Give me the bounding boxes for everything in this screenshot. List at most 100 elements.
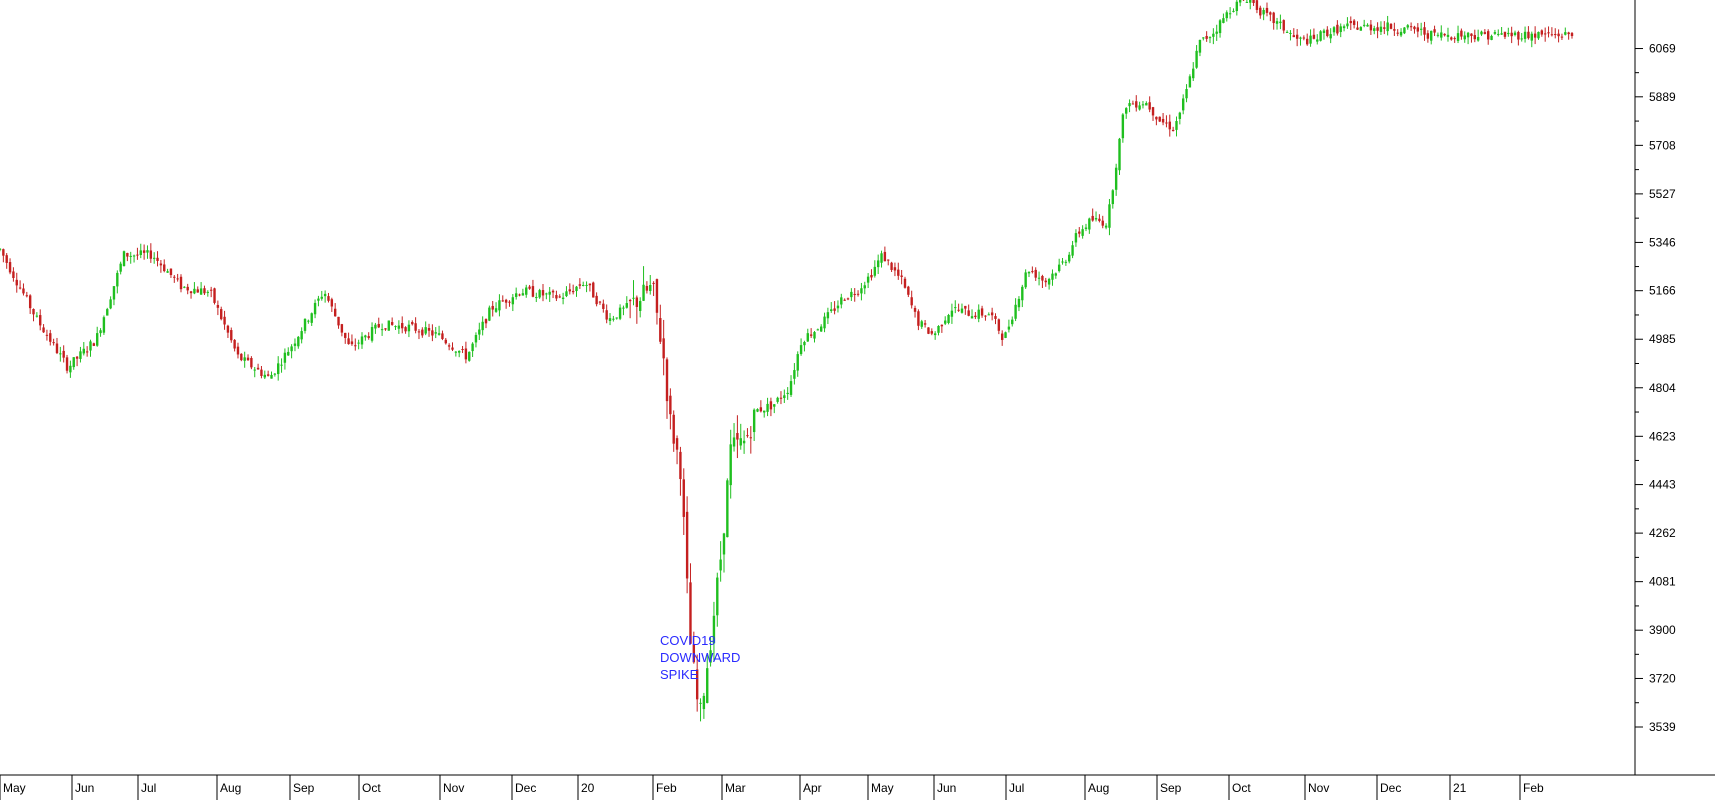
candle-body: [1547, 32, 1550, 34]
candle-body: [665, 359, 669, 402]
candle: [1463, 31, 1466, 43]
candle-body: [880, 253, 883, 263]
candle-body: [364, 335, 367, 338]
candle-body: [541, 290, 545, 296]
candle: [344, 332, 347, 344]
candle: [672, 410, 675, 452]
candle: [424, 321, 427, 336]
candle-body: [1416, 27, 1420, 32]
candle: [514, 287, 518, 300]
candle-body: [799, 345, 803, 355]
candle-body: [1369, 24, 1373, 31]
candle-body: [1476, 37, 1480, 41]
candle: [900, 269, 903, 285]
candle: [1114, 163, 1118, 196]
candle: [367, 332, 370, 340]
candle: [5, 253, 8, 269]
candle-body: [1456, 33, 1460, 41]
candle: [1453, 36, 1456, 43]
x-tick-label: Sep: [293, 781, 315, 795]
candle: [1379, 21, 1383, 36]
candle: [126, 252, 129, 262]
candle-body: [146, 250, 149, 253]
candle: [1540, 29, 1544, 37]
candle: [702, 692, 706, 719]
candle: [1446, 27, 1450, 42]
candle: [25, 291, 29, 298]
candle-body: [944, 320, 947, 324]
candle: [1436, 32, 1440, 38]
candle-body: [1071, 245, 1074, 256]
candle-body: [682, 479, 685, 517]
candle-body: [1503, 31, 1507, 37]
y-tick-label: 4985: [1649, 332, 1676, 346]
candle: [571, 284, 575, 295]
candle-body: [1004, 332, 1007, 338]
candle-body: [75, 356, 79, 359]
candle: [967, 304, 970, 317]
candle-body: [149, 250, 153, 259]
candle-body: [947, 315, 950, 324]
candle: [1014, 298, 1017, 322]
candle-body: [1373, 28, 1376, 31]
candle-body: [1084, 227, 1088, 229]
candle-body: [1259, 7, 1262, 16]
candle: [1570, 32, 1574, 39]
candle: [1004, 331, 1007, 339]
candle-body: [109, 299, 112, 309]
candle-body: [1128, 103, 1131, 107]
candle: [933, 331, 937, 340]
candle: [377, 317, 380, 329]
candle: [240, 353, 243, 362]
x-tick-label: Dec: [515, 781, 536, 795]
candle-body: [1141, 104, 1145, 106]
candle-body: [417, 331, 421, 333]
candle-body: [1047, 278, 1051, 285]
candle-body: [327, 296, 330, 301]
candle-body: [250, 358, 253, 368]
candle-body: [585, 284, 588, 286]
candle-body: [508, 301, 511, 303]
candle-body: [638, 301, 642, 311]
candle: [592, 281, 595, 298]
x-tick-label: 20: [581, 781, 595, 795]
candle: [860, 282, 863, 301]
candle-body: [1393, 29, 1396, 31]
candle: [1319, 30, 1322, 42]
candle: [1228, 7, 1232, 19]
candle-body: [742, 440, 746, 444]
candle-body: [699, 702, 702, 704]
candle: [1537, 31, 1540, 40]
candle: [1564, 27, 1567, 36]
candle-body: [1530, 33, 1533, 41]
candle-body: [277, 363, 280, 375]
candle-body: [635, 297, 639, 307]
candle: [528, 284, 531, 290]
candle-body: [246, 357, 250, 361]
candle: [1567, 31, 1570, 40]
candle-body: [1403, 27, 1406, 34]
candle: [414, 317, 417, 334]
candle-body: [414, 323, 417, 331]
candle: [122, 250, 126, 267]
candle-body: [967, 310, 970, 316]
candle: [692, 631, 696, 664]
candle: [779, 391, 783, 405]
candle-body: [1222, 18, 1225, 23]
candle-body: [333, 308, 337, 317]
candle-body: [72, 357, 75, 368]
candle: [444, 337, 447, 345]
candle: [508, 300, 511, 307]
candle: [230, 327, 233, 343]
candle-body: [1181, 98, 1185, 111]
candle-body: [685, 511, 689, 579]
candle-body: [917, 311, 920, 326]
candle: [719, 541, 722, 582]
candle: [447, 343, 451, 351]
candle-body: [1081, 229, 1084, 236]
candle-body: [65, 357, 69, 371]
candle: [836, 300, 840, 313]
candle: [380, 323, 384, 336]
candle-body: [397, 325, 401, 329]
candle: [853, 288, 856, 302]
